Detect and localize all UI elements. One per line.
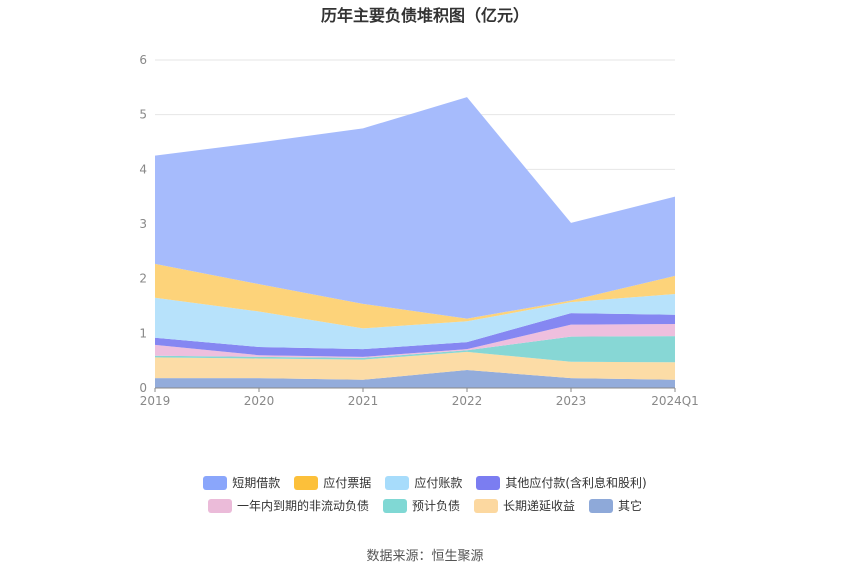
legend-item-accounts-payable[interactable]: 应付账款 — [385, 474, 462, 491]
legend-item-provisions[interactable]: 预计负债 — [382, 497, 460, 514]
legend-item-short-term-borrowings[interactable]: 短期借款 — [203, 474, 280, 491]
chart-title: 历年主要负债堆积图（亿元） — [320, 6, 529, 25]
legend-item-deferred-income[interactable]: 长期递延收益 — [474, 497, 575, 514]
legend-swatch — [294, 475, 319, 490]
area-series[interactable] — [155, 336, 675, 363]
area-series[interactable] — [155, 313, 675, 357]
area-series[interactable] — [155, 293, 675, 350]
legend-swatch — [203, 475, 228, 490]
legend-row-2: 一年内到期的非流动负债 预计负债 长期递延收益 其它 — [0, 497, 850, 514]
y-tick-label: 2 — [139, 272, 147, 286]
x-tick-label: 2024Q1 — [651, 394, 699, 408]
legend-label: 其他应付款(含利息和股利) — [505, 476, 647, 490]
legend-label: 长期递延收益 — [503, 499, 576, 513]
x-tick-label: 2022 — [452, 394, 483, 408]
area-series[interactable] — [155, 351, 675, 380]
area-series[interactable] — [155, 97, 675, 319]
legend-swatch — [476, 475, 501, 490]
y-tick-label: 3 — [139, 217, 147, 231]
legend-label: 应付账款 — [414, 476, 463, 490]
legend-item-other-payables[interactable]: 其他应付款(含利息和股利) — [476, 474, 647, 491]
y-tick-label: 1 — [139, 326, 147, 340]
data-source: 数据来源：恒生聚源 — [366, 549, 484, 564]
y-tick-label: 0 — [139, 381, 147, 395]
legend-swatch — [589, 498, 614, 513]
legend-swatch — [474, 498, 498, 513]
legend-label: 一年内到期的非流动负债 — [236, 499, 369, 513]
legend-swatch — [207, 498, 232, 513]
legend-row-1: 短期借款 应付票据 应付账款 其他应付款(含利息和股利) — [0, 474, 850, 491]
y-tick-label: 5 — [139, 108, 147, 122]
legend-label: 预计负债 — [411, 499, 460, 513]
area-series[interactable] — [155, 263, 675, 329]
stacked-area-chart: 0 1 2 3 4 5 6 2019 2020 2021 2022 2023 2024Q1 — [139, 53, 699, 408]
legend-label: 短期借款 — [232, 476, 281, 490]
y-tick-label: 4 — [139, 162, 147, 176]
legend-item-other[interactable]: 其它 — [589, 497, 642, 514]
legend-swatch — [385, 475, 410, 490]
area-series[interactable] — [155, 324, 675, 358]
legend-label: 应付票据 — [323, 476, 372, 490]
area-series[interactable] — [155, 369, 675, 388]
legend-item-notes-payable[interactable]: 应付票据 — [294, 474, 371, 491]
x-tick-label: 2023 — [556, 394, 587, 408]
legend-swatch — [382, 498, 407, 513]
legend-label: 其它 — [618, 499, 643, 513]
x-tick-label: 2020 — [244, 394, 275, 408]
x-tick-label: 2019 — [140, 394, 171, 408]
legend-item-current-noncurrent-liabilities[interactable]: 一年内到期的非流动负债 — [207, 497, 369, 514]
y-tick-label: 6 — [139, 53, 147, 67]
x-tick-label: 2021 — [348, 394, 379, 408]
